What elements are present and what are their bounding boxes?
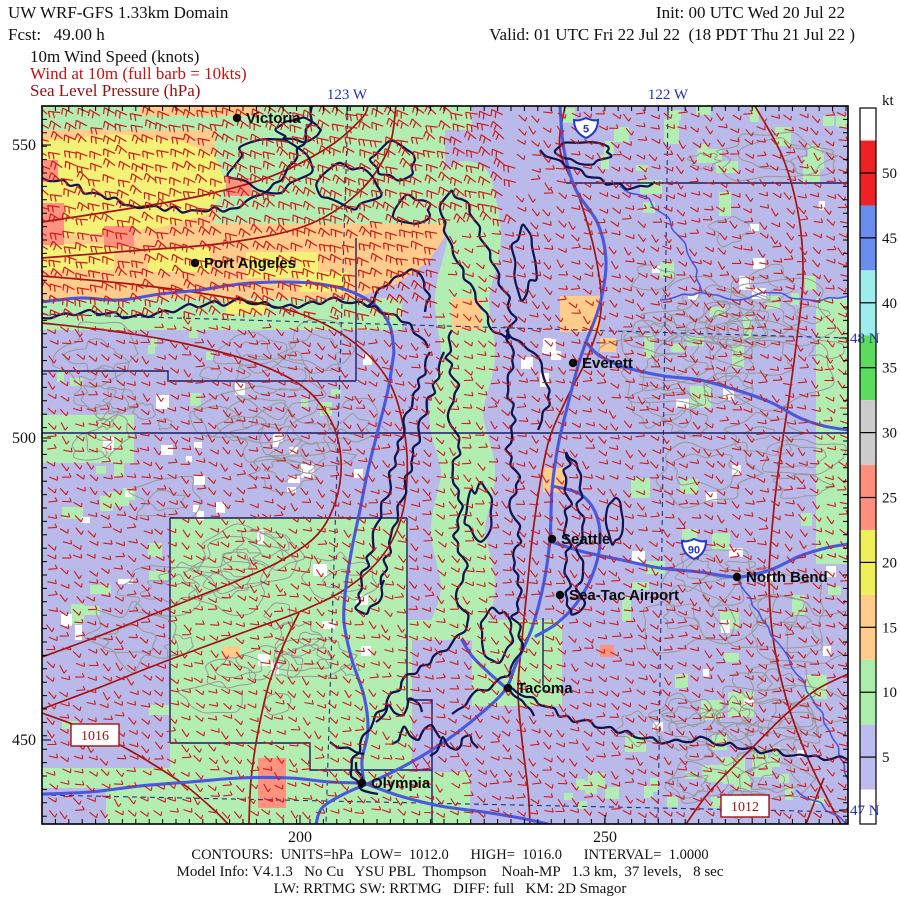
colorbar-tick-label: 45 <box>882 231 897 247</box>
x-axis-label: 250 <box>593 829 617 846</box>
colorbar-tick-label: 50 <box>882 166 897 182</box>
longitude-label: 122 W <box>648 87 689 103</box>
colorbar: 50 45 40 35 30 25 20 15 10 5 kt <box>859 93 897 825</box>
city-dot <box>732 572 742 582</box>
y-axis-label: 550 <box>12 137 36 154</box>
shield-route-number: 5 <box>583 124 589 136</box>
city-label: Victoria <box>246 110 301 127</box>
city-label: Port Angeles <box>204 255 296 272</box>
contour-label-box <box>720 794 770 818</box>
model-info: Model Info: V4.1.3 No Cu YSU PBL Thompso… <box>176 864 724 880</box>
city-dot <box>503 683 513 693</box>
city-dot <box>232 113 242 123</box>
city-label: Olympia <box>371 775 431 792</box>
city-label: Sea-Tac Airport <box>569 587 679 604</box>
colorbar-segment <box>860 789 876 824</box>
contours-info: CONTOURS: UNITS=hPa LOW= 1012.0 HIGH= 10… <box>191 847 709 863</box>
colorbar-tick-label: 15 <box>882 620 897 636</box>
light-wind-barbs <box>45 108 848 820</box>
latitude-labels: 47 N <box>850 803 880 819</box>
colorbar-tick-label: 40 <box>882 296 897 312</box>
highway-shields: 5 90 <box>572 116 708 561</box>
field-label-slp: Sea Level Pressure (hPa) <box>30 81 201 100</box>
city-label: Everett <box>582 355 633 372</box>
city-dot <box>190 258 200 268</box>
city-tacoma: Tacoma <box>503 680 573 697</box>
city-dot <box>547 534 557 544</box>
city-port-angeles: Port Angeles <box>190 255 296 272</box>
colorbar-unit-label: kt <box>882 93 895 109</box>
latitude-label: 48 N <box>850 331 880 347</box>
colorbar-tick-label: 5 <box>882 750 890 766</box>
city-everett: Everett <box>568 355 633 372</box>
city-label: Tacoma <box>517 680 573 697</box>
colorbar-tick-label: 25 <box>882 491 897 507</box>
city-dot <box>568 358 578 368</box>
city-markers: Victoria Port Angeles Everett Seattle North … <box>190 110 828 792</box>
city-seattle: Seattle <box>547 531 610 548</box>
colorbar-tick-label: 10 <box>882 685 897 701</box>
colorbar-tick-label: 20 <box>882 555 897 571</box>
map-frame-axes: 550 500 450 200 250 123 W 122 W <box>12 87 849 846</box>
x-axis-label: 200 <box>288 829 312 846</box>
contour-label-value: 1012 <box>731 800 759 815</box>
field-label-windbarb: Wind at 10m (full barb = 10kts) <box>30 64 247 83</box>
city-label: North Bend <box>746 569 828 586</box>
city-label: Seattle <box>561 531 610 548</box>
city-sea-tac-airport: Sea-Tac Airport <box>555 587 679 604</box>
y-axis-label: 500 <box>12 430 36 447</box>
colorbar-tick-label: 30 <box>882 426 897 442</box>
physics-info: LW: RRTMG SW: RRTMG DIFF: full KM: 2D Sm… <box>273 881 627 897</box>
contour-value-labels: 1016 1012 <box>70 723 770 818</box>
wind-barbs <box>42 106 848 820</box>
plot-title: UW WRF-GFS 1.33km Domain <box>8 3 229 22</box>
rivers <box>619 185 848 824</box>
shield-route-number: 90 <box>688 545 700 557</box>
forecast-hour: Fcst: 49.00 h <box>8 25 105 44</box>
colorbar-tick-label: 35 <box>882 361 897 377</box>
city-north-bend: North Bend <box>732 569 828 586</box>
county-boundaries <box>42 182 848 824</box>
interstate-5-shield: 5 <box>572 116 600 140</box>
axis-ticks <box>41 105 848 824</box>
contour-label-value: 1016 <box>81 729 109 744</box>
city-victoria: Victoria <box>232 110 301 127</box>
city-dot <box>555 590 565 600</box>
init-time: Init: 00 UTC Wed 20 Jul 22 <box>655 3 845 22</box>
contour-label-box <box>70 723 120 747</box>
interstate-90-shield: 90 <box>680 537 708 561</box>
y-axis-label: 450 <box>12 732 36 749</box>
coastlines <box>42 106 848 796</box>
city-olympia: Olympia <box>357 775 431 792</box>
valid-time: Valid: 01 UTC Fri 22 Jul 22 (18 PDT Thu … <box>489 25 855 44</box>
field-label-windspeed: 10m Wind Speed (knots) <box>30 47 200 66</box>
latitude-labels: 48 N <box>850 331 880 347</box>
city-dot <box>357 778 367 788</box>
map-layers <box>42 106 848 824</box>
colorbar-segment <box>860 108 876 141</box>
latitude-label: 47 N <box>850 803 880 819</box>
longitude-label: 123 W <box>327 87 368 103</box>
